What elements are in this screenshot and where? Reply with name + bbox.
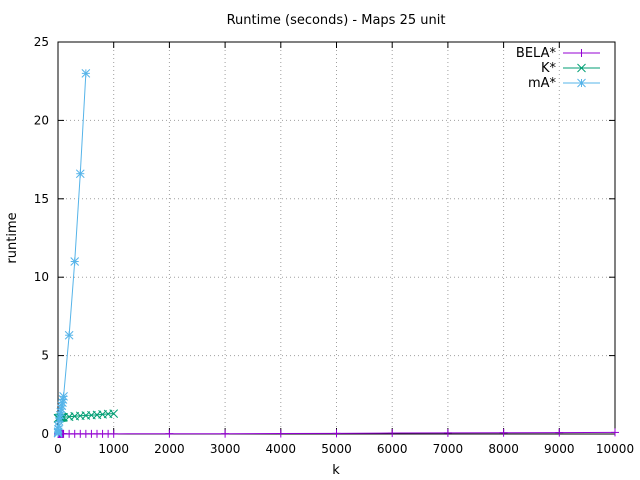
data-point-bela [388,429,397,438]
data-point-bela [499,428,508,437]
data-point-ma [59,392,68,401]
legend-label-k: K* [541,61,557,76]
y-tick-label: 25 [34,35,49,49]
x-tick-label: 0 [54,442,62,456]
legend-marker-bela [577,49,586,57]
data-point-bela [165,429,174,438]
legend-marker-ma [577,78,586,88]
x-tick-label: 7000 [433,442,464,456]
x-tick-label: 6000 [377,442,408,456]
x-tick-label: 1000 [98,442,129,456]
y-tick-label: 20 [34,113,49,127]
x-axis-label: k [332,463,340,478]
data-point-bela [221,429,230,438]
x-tick-label: 5000 [321,442,352,456]
chart-title: Runtime (seconds) - Maps 25 unit [227,13,446,28]
tick-labels: 0 1000 2000 3000 4000 5000 6000 7000 8000 9000 100… [34,35,634,456]
x-tick-label: 9000 [544,442,575,456]
x-tick-label: 2000 [154,442,185,456]
data-point-ma [81,69,91,78]
data-point-bela [443,428,452,437]
y-axis-label: runtime [5,212,20,263]
legend-label-bela: BELA* [516,46,557,61]
x-tick-label: 10000 [596,442,634,456]
legend: BELA*K*mA* [516,46,600,91]
y-tick-label: 15 [34,192,49,206]
y-tick-label: 10 [34,270,49,284]
legend-label-ma: mA* [528,76,557,91]
y-tick-label: 5 [41,349,49,363]
data-point-bela [555,428,564,437]
x-tick-label: 8000 [488,442,519,456]
data-point-ma [64,330,74,340]
data-point-bela [611,428,619,437]
data-point-ma [75,169,85,179]
data-point-ma [70,257,80,266]
legend-marker-k [577,63,586,73]
x-tick-label: 3000 [210,442,241,456]
y-tick-label: 0 [41,427,49,441]
x-tick-label: 4000 [266,442,297,456]
grid-lines [58,42,615,434]
series-line-ma [57,73,87,434]
data-point-bela [276,429,285,438]
data-point-bela [332,429,341,438]
data-point-k [109,409,119,418]
data-point-bela [109,429,118,438]
series-layer [53,69,619,438]
